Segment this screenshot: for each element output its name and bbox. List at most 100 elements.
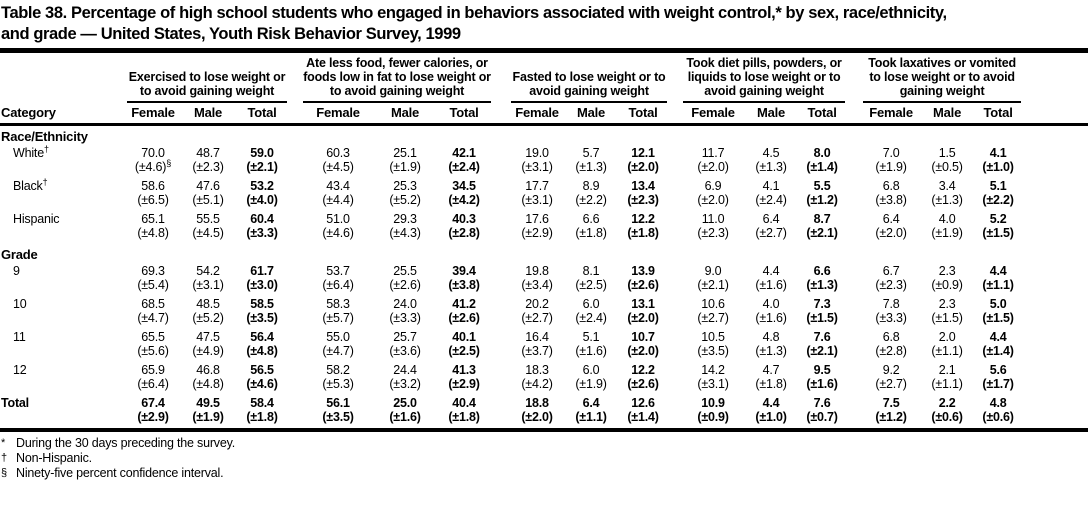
percentage-value: 41.3 xyxy=(452,363,476,377)
column-spacer xyxy=(848,56,861,126)
confidence-interval: (±2.3) xyxy=(616,193,670,207)
percentage-value: 4.4 xyxy=(762,396,780,410)
confidence-interval: (±0.6) xyxy=(922,410,972,424)
section-label: Grade xyxy=(1,247,38,262)
right-pad xyxy=(1024,329,1088,362)
percentage-value: 40.3 xyxy=(452,212,476,226)
percentage-value: 55.5 xyxy=(196,212,220,226)
percentage-value: 2.3 xyxy=(938,297,956,311)
right-pad xyxy=(1024,362,1088,395)
confidence-interval: (±2.0) xyxy=(616,311,670,325)
percentage-value: 25.1 xyxy=(393,146,417,160)
percentage-value: 46.8 xyxy=(196,363,220,377)
confidence-interval-text: (±2.0) xyxy=(875,226,907,240)
confidence-interval-text: (±2.4) xyxy=(755,193,787,207)
row-label: 10 xyxy=(0,296,124,329)
percentage-value: 6.4 xyxy=(582,396,600,410)
percentage-value: 6.0 xyxy=(582,297,600,311)
column-spacer xyxy=(848,329,860,362)
percentage-value: 7.6 xyxy=(813,330,831,344)
percentage-value: 25.7 xyxy=(393,330,417,344)
data-cell: 1.5 (±0.5) xyxy=(922,145,972,178)
confidence-interval: (±1.3) xyxy=(566,160,616,174)
column-spacer xyxy=(494,263,508,296)
percentage-value: 17.7 xyxy=(525,179,549,193)
footnotes: * During the 30 days preceding the survey… xyxy=(0,432,1088,481)
data-cell: 61.7 (±3.0) xyxy=(234,263,290,296)
confidence-interval: (±4.8) xyxy=(124,226,182,240)
percentage-value: 58.3 xyxy=(326,297,350,311)
confidence-interval: (±1.9) xyxy=(182,410,234,424)
confidence-interval-text: (±1.3) xyxy=(755,160,787,174)
percentage-value: 12.6 xyxy=(631,396,655,410)
confidence-interval: (±2.2) xyxy=(566,193,616,207)
data-cell: 9.5 (±1.6) xyxy=(796,362,848,395)
data-cell: 24.4 (±3.2) xyxy=(376,362,434,395)
data-cell: 3.4 (±1.3) xyxy=(922,178,972,211)
column-group-label: Exercised to lose weight or to avoid gai… xyxy=(127,70,288,103)
percentage-value: 67.4 xyxy=(141,396,165,410)
confidence-interval-text: (±2.6) xyxy=(627,278,659,292)
column-spacer xyxy=(670,296,680,329)
percentage-value: 4.4 xyxy=(762,264,780,278)
confidence-interval: (±3.5) xyxy=(234,311,290,325)
confidence-interval: (±2.9) xyxy=(508,226,566,240)
confidence-interval: (±1.4) xyxy=(796,160,848,174)
confidence-interval-text: (±0.7) xyxy=(806,410,838,424)
percentage-value: 2.1 xyxy=(938,363,956,377)
data-cell: 4.1 (±1.0) xyxy=(972,145,1024,178)
sub-header-female: Female xyxy=(124,103,182,126)
confidence-interval: (±0.9) xyxy=(680,410,746,424)
column-spacer xyxy=(290,178,300,211)
percentage-value: 48.5 xyxy=(196,297,220,311)
confidence-interval: (±1.8) xyxy=(566,226,616,240)
confidence-interval-text: (±1.6) xyxy=(575,344,607,358)
confidence-interval-text: (±5.4) xyxy=(137,278,169,292)
confidence-interval: (±4.4) xyxy=(300,193,376,207)
data-cell: 17.6 (±2.9) xyxy=(508,211,566,244)
data-cell: 6.6 (±1.8) xyxy=(566,211,616,244)
percentage-value: 51.0 xyxy=(326,212,350,226)
right-pad xyxy=(1024,263,1088,296)
percentage-value: 58.2 xyxy=(326,363,350,377)
data-cell: 6.8 (±3.8) xyxy=(860,178,922,211)
table-row: 12 65.9 (±6.4) 46.8 (±4.8) 56.5 (±4.6) 58.2 (±5.… xyxy=(0,362,1088,395)
column-spacer xyxy=(290,56,301,126)
confidence-interval: (±2.1) xyxy=(796,344,848,358)
percentage-value: 58.5 xyxy=(250,297,274,311)
confidence-interval-text: (±0.9) xyxy=(697,410,729,424)
confidence-interval: (±2.0) xyxy=(680,193,746,207)
data-cell: 9.0 (±2.1) xyxy=(680,263,746,296)
data-cell: 2.2 (±0.6) xyxy=(922,395,973,432)
confidence-interval-text: (±0.5) xyxy=(931,160,963,174)
percentage-value: 58.6 xyxy=(141,179,165,193)
percentage-value: 5.6 xyxy=(989,363,1007,377)
data-cell: 40.4 (±1.8) xyxy=(434,395,495,432)
data-cell: 10.6 (±2.7) xyxy=(680,296,746,329)
confidence-interval-text: (±3.0) xyxy=(246,278,278,292)
confidence-interval: (±3.5) xyxy=(300,410,376,424)
confidence-interval-text: (±1.4) xyxy=(806,160,838,174)
data-cell: 69.3 (±5.4) xyxy=(124,263,182,296)
confidence-interval-text: (±1.1) xyxy=(982,278,1014,292)
sub-header-total: Total xyxy=(616,103,671,126)
confidence-interval: (±1.6) xyxy=(796,377,848,391)
sub-header-male: Male xyxy=(182,103,234,126)
data-cell: 8.9 (±2.2) xyxy=(566,178,616,211)
confidence-interval-text: (±4.6) xyxy=(246,377,278,391)
confidence-interval-text: (±2.2) xyxy=(575,193,607,207)
confidence-interval-text: (±2.4) xyxy=(448,160,480,174)
section-row: Grade xyxy=(0,244,1088,263)
confidence-interval-text: (±1.9) xyxy=(931,226,963,240)
confidence-interval-text: (±1.3) xyxy=(755,344,787,358)
sub-header-male: Male xyxy=(922,103,973,126)
column-spacer xyxy=(494,395,509,432)
footnote-text: Non-Hispanic. xyxy=(16,451,92,465)
data-cell: 58.2 (±5.3) xyxy=(300,362,376,395)
confidence-interval-text: (±2.9) xyxy=(521,226,553,240)
data-cell: 6.0 (±2.4) xyxy=(566,296,616,329)
data-cell: 58.4 (±1.8) xyxy=(234,395,291,432)
confidence-interval: (±1.3) xyxy=(796,278,848,292)
sub-header-male: Male xyxy=(566,103,617,126)
confidence-interval: (±3.2) xyxy=(376,377,434,391)
